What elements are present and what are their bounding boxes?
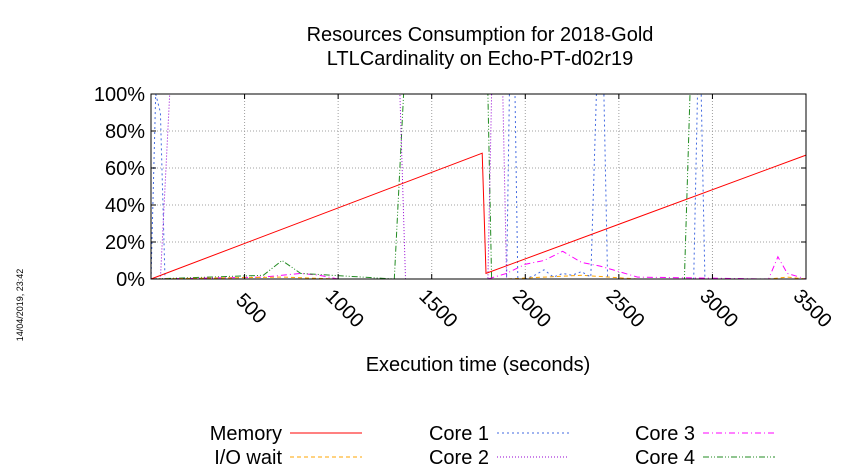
series-line-core-4 bbox=[150, 93, 806, 280]
series-line-core-2 bbox=[151, 93, 806, 280]
x-tick-label: 2500 bbox=[602, 285, 649, 332]
x-tick-label: 3000 bbox=[695, 285, 742, 332]
legend-item: I/O wait bbox=[214, 447, 362, 469]
legend-item: Core 2 bbox=[429, 447, 569, 469]
legend-item: Memory bbox=[210, 423, 362, 445]
y-tick-label: 0% bbox=[116, 269, 145, 291]
legend-label: Core 3 bbox=[635, 423, 695, 445]
legend-item: Core 3 bbox=[635, 423, 775, 445]
timestamp-stamp: 14/04/2019, 23:42 bbox=[15, 269, 25, 342]
x-axis: 500 1000 1500 2000 2500 3000 3500 bbox=[231, 94, 836, 332]
series-line-core-3 bbox=[150, 250, 807, 280]
plot-frame bbox=[150, 93, 807, 280]
legend-item: Core 4 bbox=[635, 447, 775, 469]
legend-label: Core 2 bbox=[429, 447, 489, 469]
y-tick-label: 100% bbox=[94, 84, 145, 106]
legend-label: Core 1 bbox=[429, 423, 489, 445]
y-tick-label: 20% bbox=[105, 232, 145, 254]
legend-label: Memory bbox=[210, 423, 282, 445]
series-layer bbox=[150, 93, 807, 280]
legend-label: I/O wait bbox=[214, 447, 282, 469]
x-tick-label: 1500 bbox=[414, 285, 461, 332]
legend-label: Core 4 bbox=[635, 447, 695, 469]
chart-title-line-1: Resources Consumption for 2018-Gold bbox=[307, 24, 654, 46]
x-tick-label: 2000 bbox=[508, 285, 555, 332]
x-axis-label: Execution time (seconds) bbox=[366, 354, 591, 376]
series-line-memory bbox=[150, 152, 807, 280]
x-tick-label: 500 bbox=[231, 289, 270, 328]
series-line-i-o-wait bbox=[150, 274, 807, 280]
series-line-core-1 bbox=[150, 93, 806, 280]
x-tick-label: 3500 bbox=[789, 285, 836, 332]
y-tick-label: 40% bbox=[105, 195, 145, 217]
y-tick-label: 60% bbox=[105, 158, 145, 180]
y-axis: 0% 20% 40% 60% 80% 100% bbox=[94, 84, 806, 291]
y-tick-label: 80% bbox=[105, 121, 145, 143]
chart-title-line-2: LTLCardinality on Echo-PT-d02r19 bbox=[327, 48, 633, 70]
plot-grid bbox=[151, 94, 806, 279]
x-tick-label: 1000 bbox=[321, 285, 368, 332]
legend-item: Core 1 bbox=[429, 423, 569, 445]
